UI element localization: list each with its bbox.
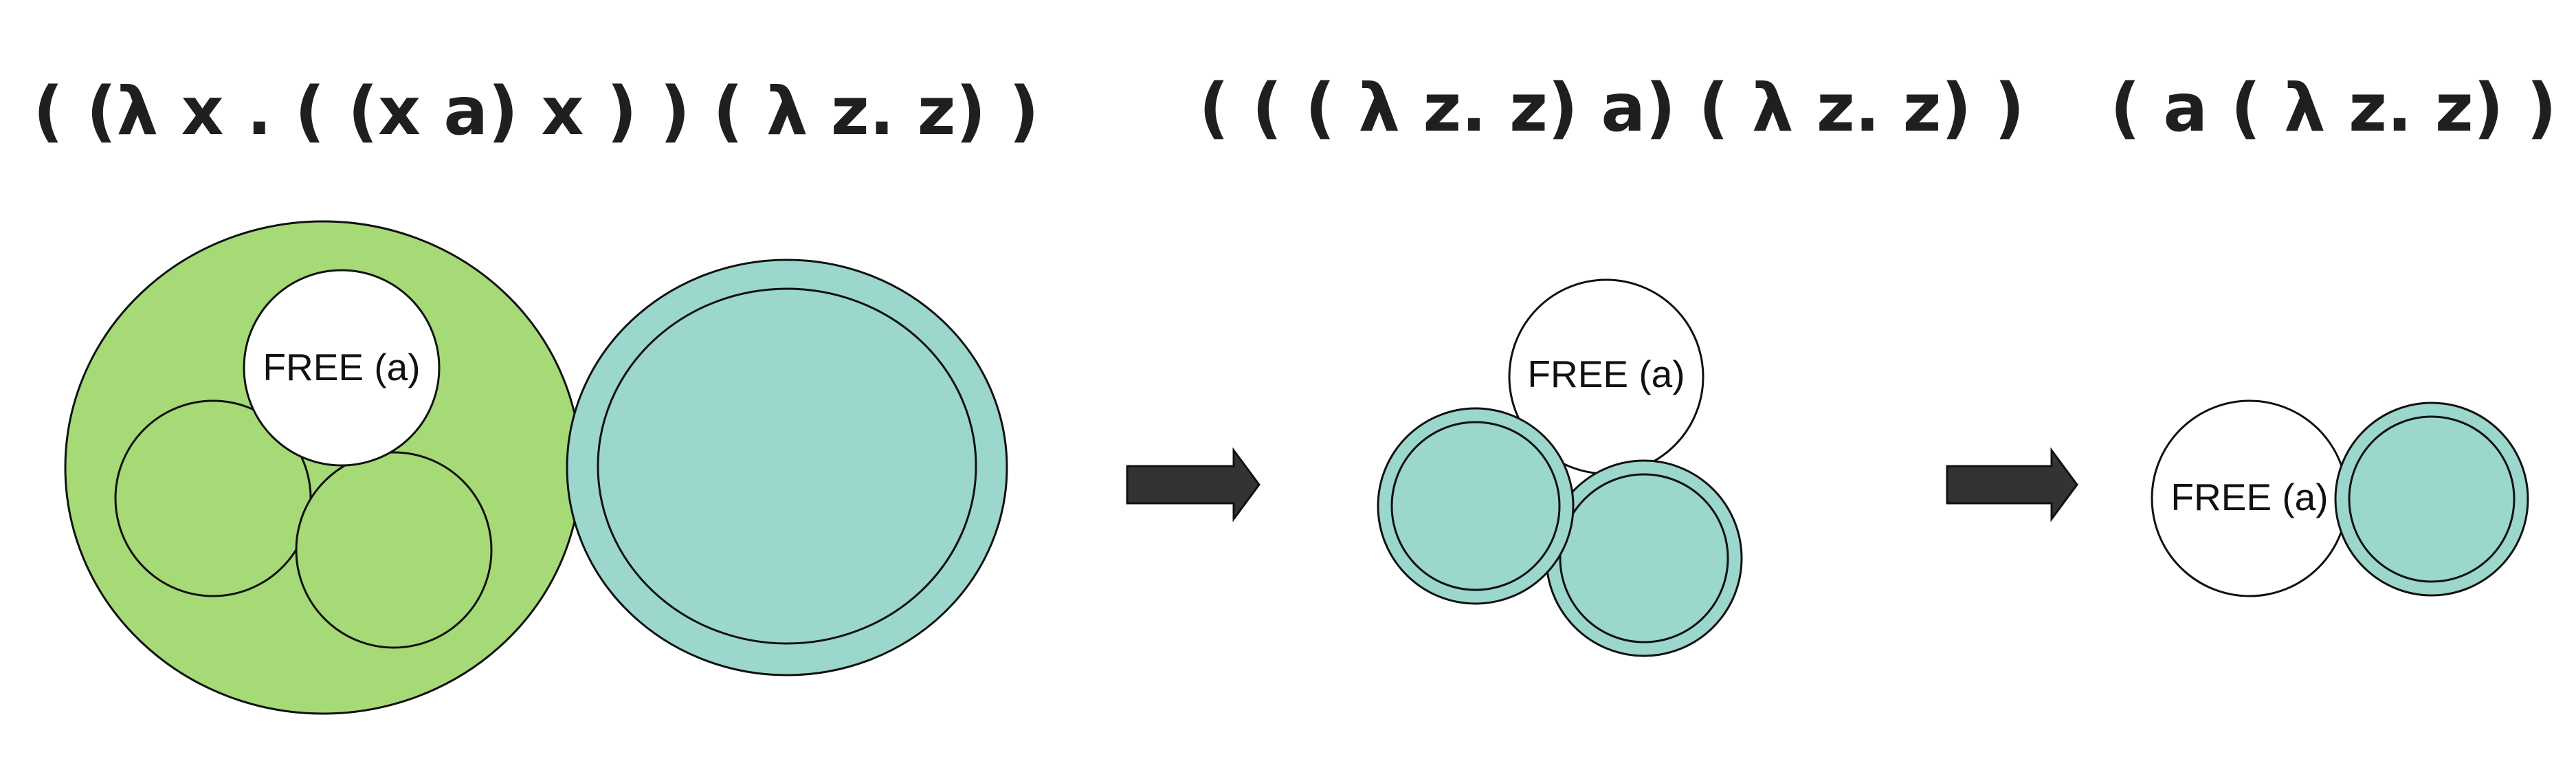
stage-1-diagram: FREE (a) (64, 220, 1008, 715)
identity-inner-bubble (597, 287, 977, 645)
identity-inner-bubble (1390, 421, 1561, 591)
right-arrow-icon (1946, 447, 2078, 522)
identity-inner-bubble (2348, 415, 2516, 583)
right-arrow-icon (1126, 447, 1261, 522)
free-variable-a-bubble (243, 269, 441, 467)
identity-inner-bubble (1559, 473, 1729, 644)
free-variable-a-label: FREE (a) (263, 346, 420, 388)
stage-2-expression: ( ( ( λ z. z) a) ( λ z. z) ) (1199, 69, 2024, 146)
stage-3-expression: ( a ( λ z. z) ) (2110, 69, 2557, 146)
variable-x-bubble (295, 451, 493, 649)
stage-2-diagram: FREE (a) (1377, 278, 1743, 657)
stage-3-diagram: FREE (a) (2151, 399, 2529, 597)
free-variable-a-label: FREE (a) (1527, 353, 1685, 395)
stage-1-expression: ( (λ x . ( (x a) x ) ) ( λ z. z) ) (33, 73, 1039, 150)
free-variable-a-label: FREE (a) (2170, 476, 2328, 518)
